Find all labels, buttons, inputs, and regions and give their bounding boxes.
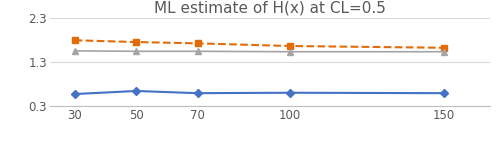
(α= 1.5 , β=0.2) [133,41,139,43]
(α= 8 , β=0.2) [194,92,200,94]
(α= 8 , β=0.2) [287,92,293,94]
(α= 1.5 , β=2) [441,51,447,53]
(α= 1.5 , β=0.2) [287,45,293,47]
(α= 8 , β=0.2) [72,93,78,95]
(α= 1.5 , β=2) [72,50,78,52]
(α= 1.5 , β=2) [194,50,200,52]
(α= 1.5 , β=2) [133,50,139,52]
(α= 1.5 , β=0.2) [441,47,447,49]
(α= 1.5 , β=2) [287,51,293,53]
(α= 8 , β=0.2) [133,90,139,92]
Line: (α= 1.5 , β=2): (α= 1.5 , β=2) [72,48,446,55]
(α= 1.5 , β=0.2) [72,39,78,41]
Title: ML estimate of H(x) at CL=0.5: ML estimate of H(x) at CL=0.5 [154,1,386,16]
(α= 1.5 , β=0.2) [194,42,200,44]
Line: (α= 1.5 , β=0.2): (α= 1.5 , β=0.2) [71,37,448,51]
Line: (α= 8 , β=0.2): (α= 8 , β=0.2) [72,88,446,97]
(α= 8 , β=0.2) [441,92,447,94]
